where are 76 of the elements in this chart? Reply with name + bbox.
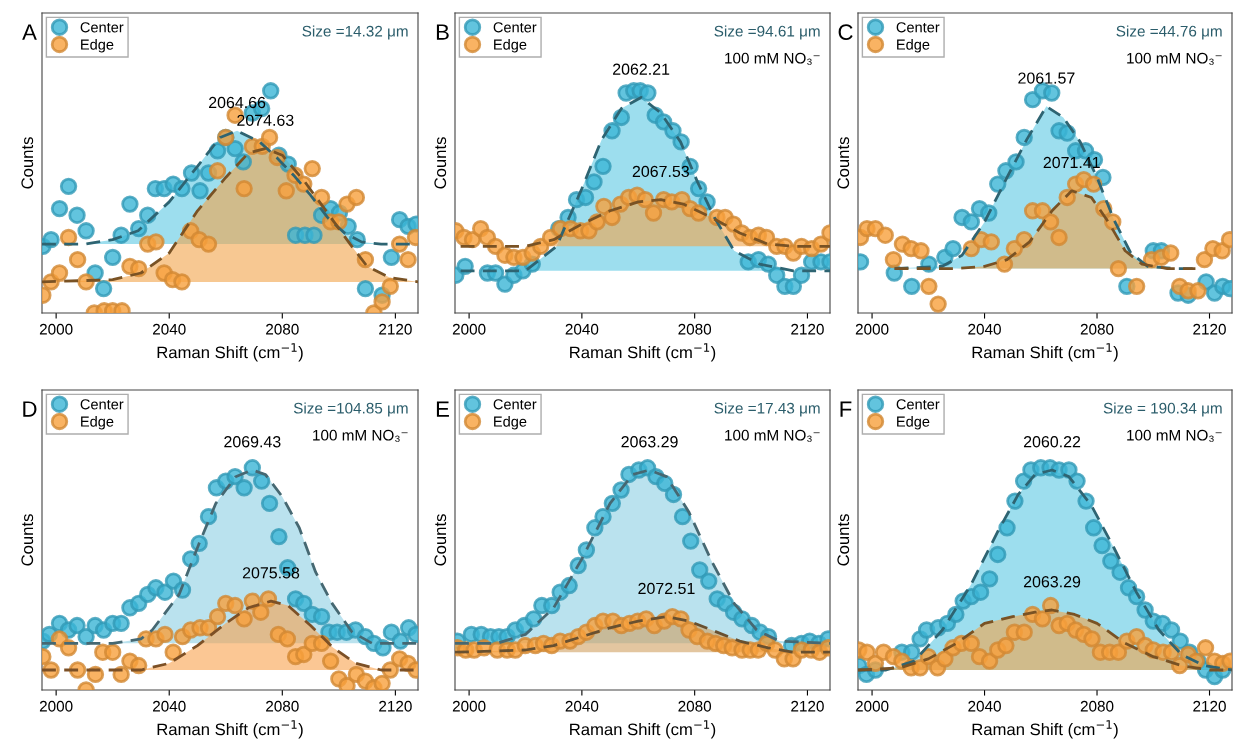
- text: 100 mM NO₃⁻: [1127, 429, 1222, 442]
- x-tick-label: 2120: [1193, 323, 1226, 335]
- chart-title: C: [838, 24, 853, 40]
- chart-title: A: [22, 24, 37, 40]
- x-tick-label: 2120: [1193, 700, 1226, 712]
- x-tick-label: 2040: [565, 323, 599, 335]
- x-axis-title: Raman Shift (cm$^{−1}$): [157, 720, 303, 739]
- x-tick-label: 2040: [152, 700, 186, 712]
- annotation: 2067.53: [632, 165, 689, 178]
- text: Size =94.61 μm: [714, 25, 820, 40]
- annotation: 2069.43: [224, 436, 281, 448]
- x-axis-title: Raman Shift (cm$^{−1}$): [570, 343, 716, 362]
- chart-title: D: [23, 401, 37, 417]
- x-tick-label: 2040: [565, 700, 599, 712]
- x-tick-label: 2080: [1080, 700, 1114, 712]
- legend-label: Center: [896, 22, 940, 33]
- x-tick-label: 2000: [39, 700, 73, 712]
- legend-label: Edge: [81, 38, 114, 53]
- legend-label: Edge: [81, 415, 114, 430]
- y-axis-title: Counts: [837, 137, 850, 189]
- y-axis-title: Counts: [21, 137, 34, 189]
- y-axis-title: Counts: [434, 514, 447, 566]
- x-axis-title: Raman Shift (cm$^{−1}$): [570, 720, 716, 739]
- annotation: 2063.29: [1023, 576, 1081, 588]
- chart-title: B: [436, 24, 449, 40]
- x-tick-label: 2080: [678, 700, 712, 712]
- annotation: 2074.63: [237, 114, 294, 126]
- text: 100 mM NO₃⁻: [725, 52, 820, 65]
- x-axis-title: Raman Shift (cm$^{−1}$): [157, 343, 303, 362]
- text: Size =44.76 μm: [1116, 25, 1222, 40]
- annotation: 2061.57: [1018, 72, 1075, 84]
- x-tick-label: 2120: [379, 700, 412, 712]
- x-tick-label: 2000: [855, 700, 889, 712]
- text: 100 mM NO₃⁻: [725, 429, 820, 442]
- x-tick-label: 2080: [266, 323, 299, 335]
- legend-label: Edge: [897, 415, 930, 430]
- x-tick-label: 2120: [791, 700, 824, 712]
- text: Size = 190.34 μm: [1103, 402, 1222, 417]
- x-tick-label: 2120: [791, 323, 824, 335]
- annotation: 2072.51: [638, 582, 695, 595]
- legend-label: Edge: [897, 38, 930, 53]
- legend-label: Center: [80, 22, 124, 33]
- x-tick-label: 2040: [968, 700, 1001, 712]
- annotation: 2075.58: [242, 567, 300, 579]
- x-tick-label: 2080: [1080, 323, 1114, 335]
- legend-label: Center: [493, 399, 537, 410]
- x-axis-title: Raman Shift (cm$^{−1}$): [972, 343, 1118, 362]
- x-tick-label: 2080: [266, 700, 299, 712]
- annotation: 2062.21: [613, 63, 670, 75]
- x-axis-title: Raman Shift (cm$^{−1}$): [972, 720, 1118, 739]
- annotation: 2063.29: [621, 436, 678, 448]
- text: Size =14.32 μm: [302, 25, 408, 40]
- x-tick-label: 2040: [152, 323, 186, 335]
- x-tick-label: 2000: [452, 323, 486, 335]
- x-tick-label: 2040: [968, 323, 1001, 335]
- y-axis-title: Counts: [837, 514, 850, 566]
- y-axis-title: Counts: [21, 514, 34, 566]
- y-axis-title: Counts: [434, 137, 447, 189]
- x-tick-label: 2000: [452, 700, 486, 712]
- annotation: 2060.22: [1023, 436, 1081, 448]
- text: 100 mM NO₃⁻: [313, 429, 408, 442]
- legend-label: Edge: [494, 415, 527, 430]
- x-tick-label: 2120: [379, 323, 412, 335]
- legend-label: Center: [493, 22, 537, 33]
- text: 100 mM NO₃⁻: [1127, 52, 1222, 65]
- chart-title: F: [840, 401, 852, 417]
- x-tick-label: 2080: [678, 323, 712, 335]
- text: Size =104.85 μm: [293, 402, 408, 417]
- text: Size =17.43 μm: [714, 402, 820, 417]
- legend-label: Edge: [494, 38, 527, 53]
- legend-label: Center: [896, 399, 940, 410]
- legend-label: Center: [80, 399, 124, 410]
- annotation: 2071.41: [1043, 156, 1100, 169]
- x-tick-label: 2000: [39, 323, 73, 335]
- x-tick-label: 2000: [855, 323, 889, 335]
- chart-title: E: [436, 401, 449, 417]
